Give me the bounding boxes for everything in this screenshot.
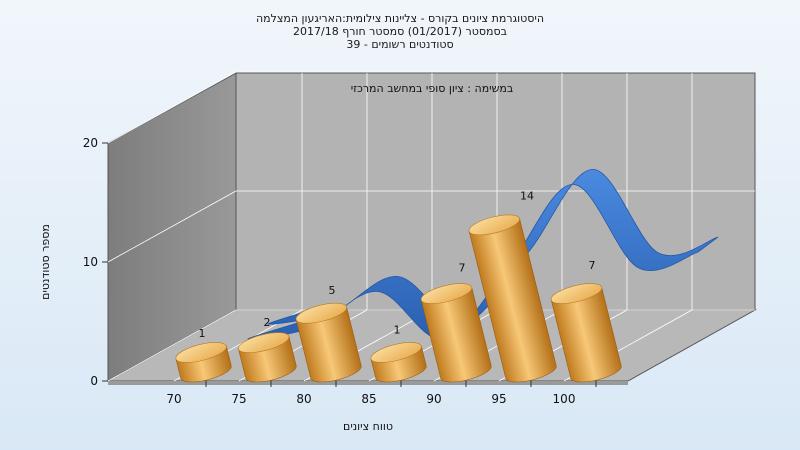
bar-top [468,214,520,236]
bar-data-label: 14 [520,189,534,202]
y-tick-label: 20 [83,136,98,150]
y-gridline-side [107,190,237,263]
bar-data-label: 7 [589,259,596,272]
bar: 14 [468,189,557,383]
bar: 7 [550,259,622,383]
bar: 1 [370,323,427,383]
bar: 7 [420,261,492,383]
bar-top [550,283,603,304]
chart-title-line-3: סטודנטים רשומים - 39 [346,38,454,51]
bar-body [295,306,362,383]
x-tick-label: 90 [426,392,441,406]
y-tick-label: 0 [90,374,98,388]
curve-ribbon [247,168,719,340]
x-tick-label: 80 [296,392,311,406]
bar-data-label: 5 [329,284,336,297]
bar-data-label: 1 [394,323,401,336]
distribution-curve [247,168,719,340]
bar: 1 [175,327,232,383]
bar-data-label: 2 [264,316,271,329]
bar-top [175,342,227,363]
y-gridline-side [107,309,237,382]
bar: 5 [295,284,362,383]
chart-title-line-2: בסמסטר (01/2017) סמסטר חורף 2017/18 [293,25,507,38]
chart-subtitle: במשימה : ציון סופי במחשב המרכזי [351,82,514,95]
bar-top [238,332,290,353]
bars: 1 2 5 1 7 14 7 [175,189,622,383]
x-tick-label: 70 [166,392,181,406]
bar-top [295,302,347,324]
x-tick-label: 100 [553,392,576,406]
x-tick-label: 75 [231,392,246,406]
x-tick-label: 95 [491,392,506,406]
bar-body [468,218,557,383]
y-tick-label: 10 [83,255,98,269]
chart-title-line-1: היסטוגרמת ציונים בקורס - צליינות צילומית… [255,12,545,25]
x-axis-label: טווח ציונים [343,420,393,433]
x-tick-label: 85 [361,392,376,406]
bar-data-label: 1 [199,327,206,340]
bar-body [550,286,622,383]
bar-top [370,342,422,363]
floor-front-edge [108,381,628,385]
y-gridline-side [107,71,237,144]
bar-top [420,283,473,304]
bar-data-label: 7 [459,261,466,274]
bar-body [420,286,492,383]
bar: 2 [238,316,297,383]
y-axis-label: מספר סטודנטים [39,224,52,300]
